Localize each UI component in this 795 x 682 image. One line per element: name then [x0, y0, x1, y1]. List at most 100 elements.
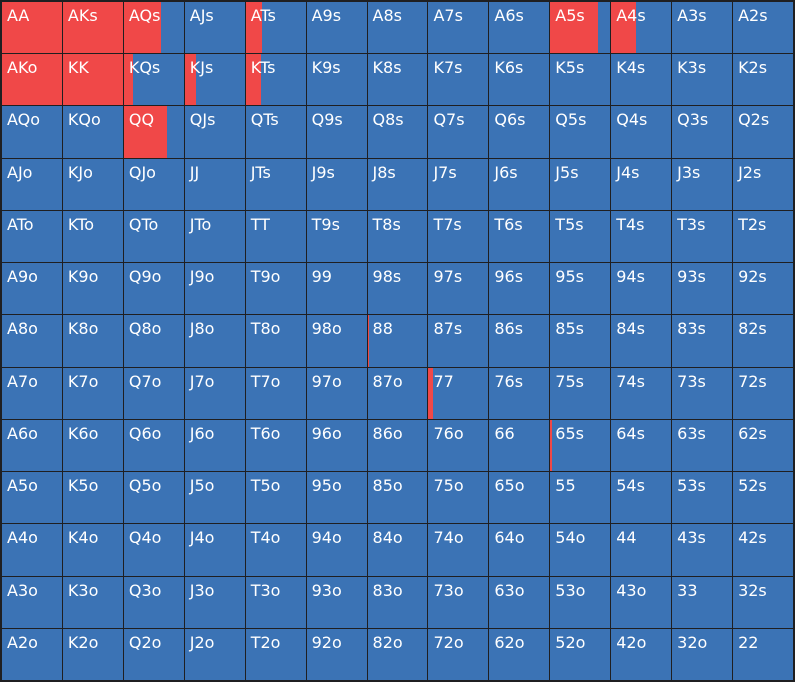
hand-cell[interactable]: 63s — [672, 419, 733, 472]
hand-cell[interactable]: T3s — [672, 210, 733, 263]
hand-cell[interactable]: 32o — [672, 628, 733, 680]
hand-cell[interactable]: T7s — [428, 210, 489, 263]
hand-cell[interactable]: AKo — [2, 54, 62, 106]
hand-cell[interactable]: 92o — [306, 628, 367, 680]
hand-cell[interactable]: 85s — [550, 315, 611, 367]
hand-cell[interactable]: A8s — [367, 2, 428, 54]
hand-cell[interactable]: QTs — [245, 106, 306, 158]
hand-cell[interactable]: J8s — [367, 158, 428, 210]
hand-cell[interactable]: 74s — [611, 367, 672, 419]
hand-cell[interactable]: T6o — [245, 419, 306, 472]
hand-cell[interactable]: 94o — [306, 524, 367, 576]
hand-cell[interactable]: J9o — [184, 263, 245, 315]
hand-cell[interactable]: T5o — [245, 472, 306, 524]
hand-cell[interactable]: 72s — [733, 367, 793, 419]
hand-cell[interactable]: Q9s — [306, 106, 367, 158]
hand-cell[interactable]: 95s — [550, 263, 611, 315]
hand-cell[interactable]: Q2o — [123, 628, 184, 680]
hand-cell[interactable]: K5o — [62, 472, 123, 524]
hand-cell[interactable]: KJs — [184, 54, 245, 106]
hand-cell[interactable]: A3o — [2, 576, 62, 628]
hand-cell[interactable]: T4o — [245, 524, 306, 576]
hand-cell[interactable]: 53o — [550, 576, 611, 628]
hand-cell[interactable]: 44 — [611, 524, 672, 576]
hand-cell[interactable]: J6s — [489, 158, 550, 210]
hand-cell[interactable]: QJo — [123, 158, 184, 210]
hand-cell[interactable]: J7o — [184, 367, 245, 419]
hand-cell[interactable]: 76o — [428, 419, 489, 472]
hand-cell[interactable]: 76s — [489, 367, 550, 419]
hand-cell[interactable]: AJo — [2, 158, 62, 210]
hand-cell[interactable]: 55 — [550, 472, 611, 524]
hand-cell[interactable]: 66 — [489, 419, 550, 472]
hand-cell[interactable]: 82o — [367, 628, 428, 680]
hand-cell[interactable]: 84o — [367, 524, 428, 576]
hand-cell[interactable]: J5s — [550, 158, 611, 210]
hand-cell[interactable]: 52o — [550, 628, 611, 680]
hand-cell[interactable]: Q7s — [428, 106, 489, 158]
hand-cell[interactable]: A2s — [733, 2, 793, 54]
hand-cell[interactable]: Q5s — [550, 106, 611, 158]
hand-cell[interactable]: 42o — [611, 628, 672, 680]
hand-cell[interactable]: T3o — [245, 576, 306, 628]
hand-cell[interactable]: AKs — [62, 2, 123, 54]
hand-cell[interactable]: Q3o — [123, 576, 184, 628]
hand-cell[interactable]: 98s — [367, 263, 428, 315]
hand-cell[interactable]: J8o — [184, 315, 245, 367]
hand-cell[interactable]: A7s — [428, 2, 489, 54]
hand-cell[interactable]: 98o — [306, 315, 367, 367]
hand-cell[interactable]: 42s — [733, 524, 793, 576]
hand-cell[interactable]: K6s — [489, 54, 550, 106]
hand-cell[interactable]: Q7o — [123, 367, 184, 419]
hand-cell[interactable]: 88 — [367, 315, 428, 367]
hand-cell[interactable]: Q9o — [123, 263, 184, 315]
hand-cell[interactable]: AJs — [184, 2, 245, 54]
hand-cell[interactable]: J4s — [611, 158, 672, 210]
hand-cell[interactable]: 63o — [489, 576, 550, 628]
hand-cell[interactable]: J5o — [184, 472, 245, 524]
hand-cell[interactable]: J2o — [184, 628, 245, 680]
hand-cell[interactable]: 73s — [672, 367, 733, 419]
hand-cell[interactable]: A2o — [2, 628, 62, 680]
hand-cell[interactable]: T9o — [245, 263, 306, 315]
hand-cell[interactable]: A8o — [2, 315, 62, 367]
hand-cell[interactable]: A4s — [611, 2, 672, 54]
hand-cell[interactable]: K6o — [62, 419, 123, 472]
hand-cell[interactable]: 43o — [611, 576, 672, 628]
hand-cell[interactable]: QTo — [123, 210, 184, 263]
hand-cell[interactable]: 64o — [489, 524, 550, 576]
hand-cell[interactable]: 94s — [611, 263, 672, 315]
hand-cell[interactable]: T7o — [245, 367, 306, 419]
hand-cell[interactable]: A9s — [306, 2, 367, 54]
hand-cell[interactable]: 96o — [306, 419, 367, 472]
hand-cell[interactable]: 86o — [367, 419, 428, 472]
hand-cell[interactable]: 99 — [306, 263, 367, 315]
hand-cell[interactable]: KQs — [123, 54, 184, 106]
hand-cell[interactable]: J7s — [428, 158, 489, 210]
hand-cell[interactable]: 32s — [733, 576, 793, 628]
hand-cell[interactable]: A5s — [550, 2, 611, 54]
hand-cell[interactable]: K4o — [62, 524, 123, 576]
hand-cell[interactable]: 64s — [611, 419, 672, 472]
hand-cell[interactable]: 62o — [489, 628, 550, 680]
hand-cell[interactable]: Q6o — [123, 419, 184, 472]
hand-cell[interactable]: A4o — [2, 524, 62, 576]
hand-cell[interactable]: 84s — [611, 315, 672, 367]
hand-cell[interactable]: A7o — [2, 367, 62, 419]
hand-cell[interactable]: K5s — [550, 54, 611, 106]
hand-cell[interactable]: K7o — [62, 367, 123, 419]
hand-cell[interactable]: Q8s — [367, 106, 428, 158]
hand-cell[interactable]: 87s — [428, 315, 489, 367]
hand-cell[interactable]: Q6s — [489, 106, 550, 158]
hand-cell[interactable]: 52s — [733, 472, 793, 524]
hand-cell[interactable]: 65s — [550, 419, 611, 472]
hand-cell[interactable]: T9s — [306, 210, 367, 263]
hand-cell[interactable]: K7s — [428, 54, 489, 106]
hand-cell[interactable]: 54s — [611, 472, 672, 524]
hand-cell[interactable]: 75s — [550, 367, 611, 419]
hand-cell[interactable]: AQo — [2, 106, 62, 158]
hand-cell[interactable]: 53s — [672, 472, 733, 524]
hand-cell[interactable]: J4o — [184, 524, 245, 576]
hand-cell[interactable]: 73o — [428, 576, 489, 628]
hand-cell[interactable]: K3s — [672, 54, 733, 106]
